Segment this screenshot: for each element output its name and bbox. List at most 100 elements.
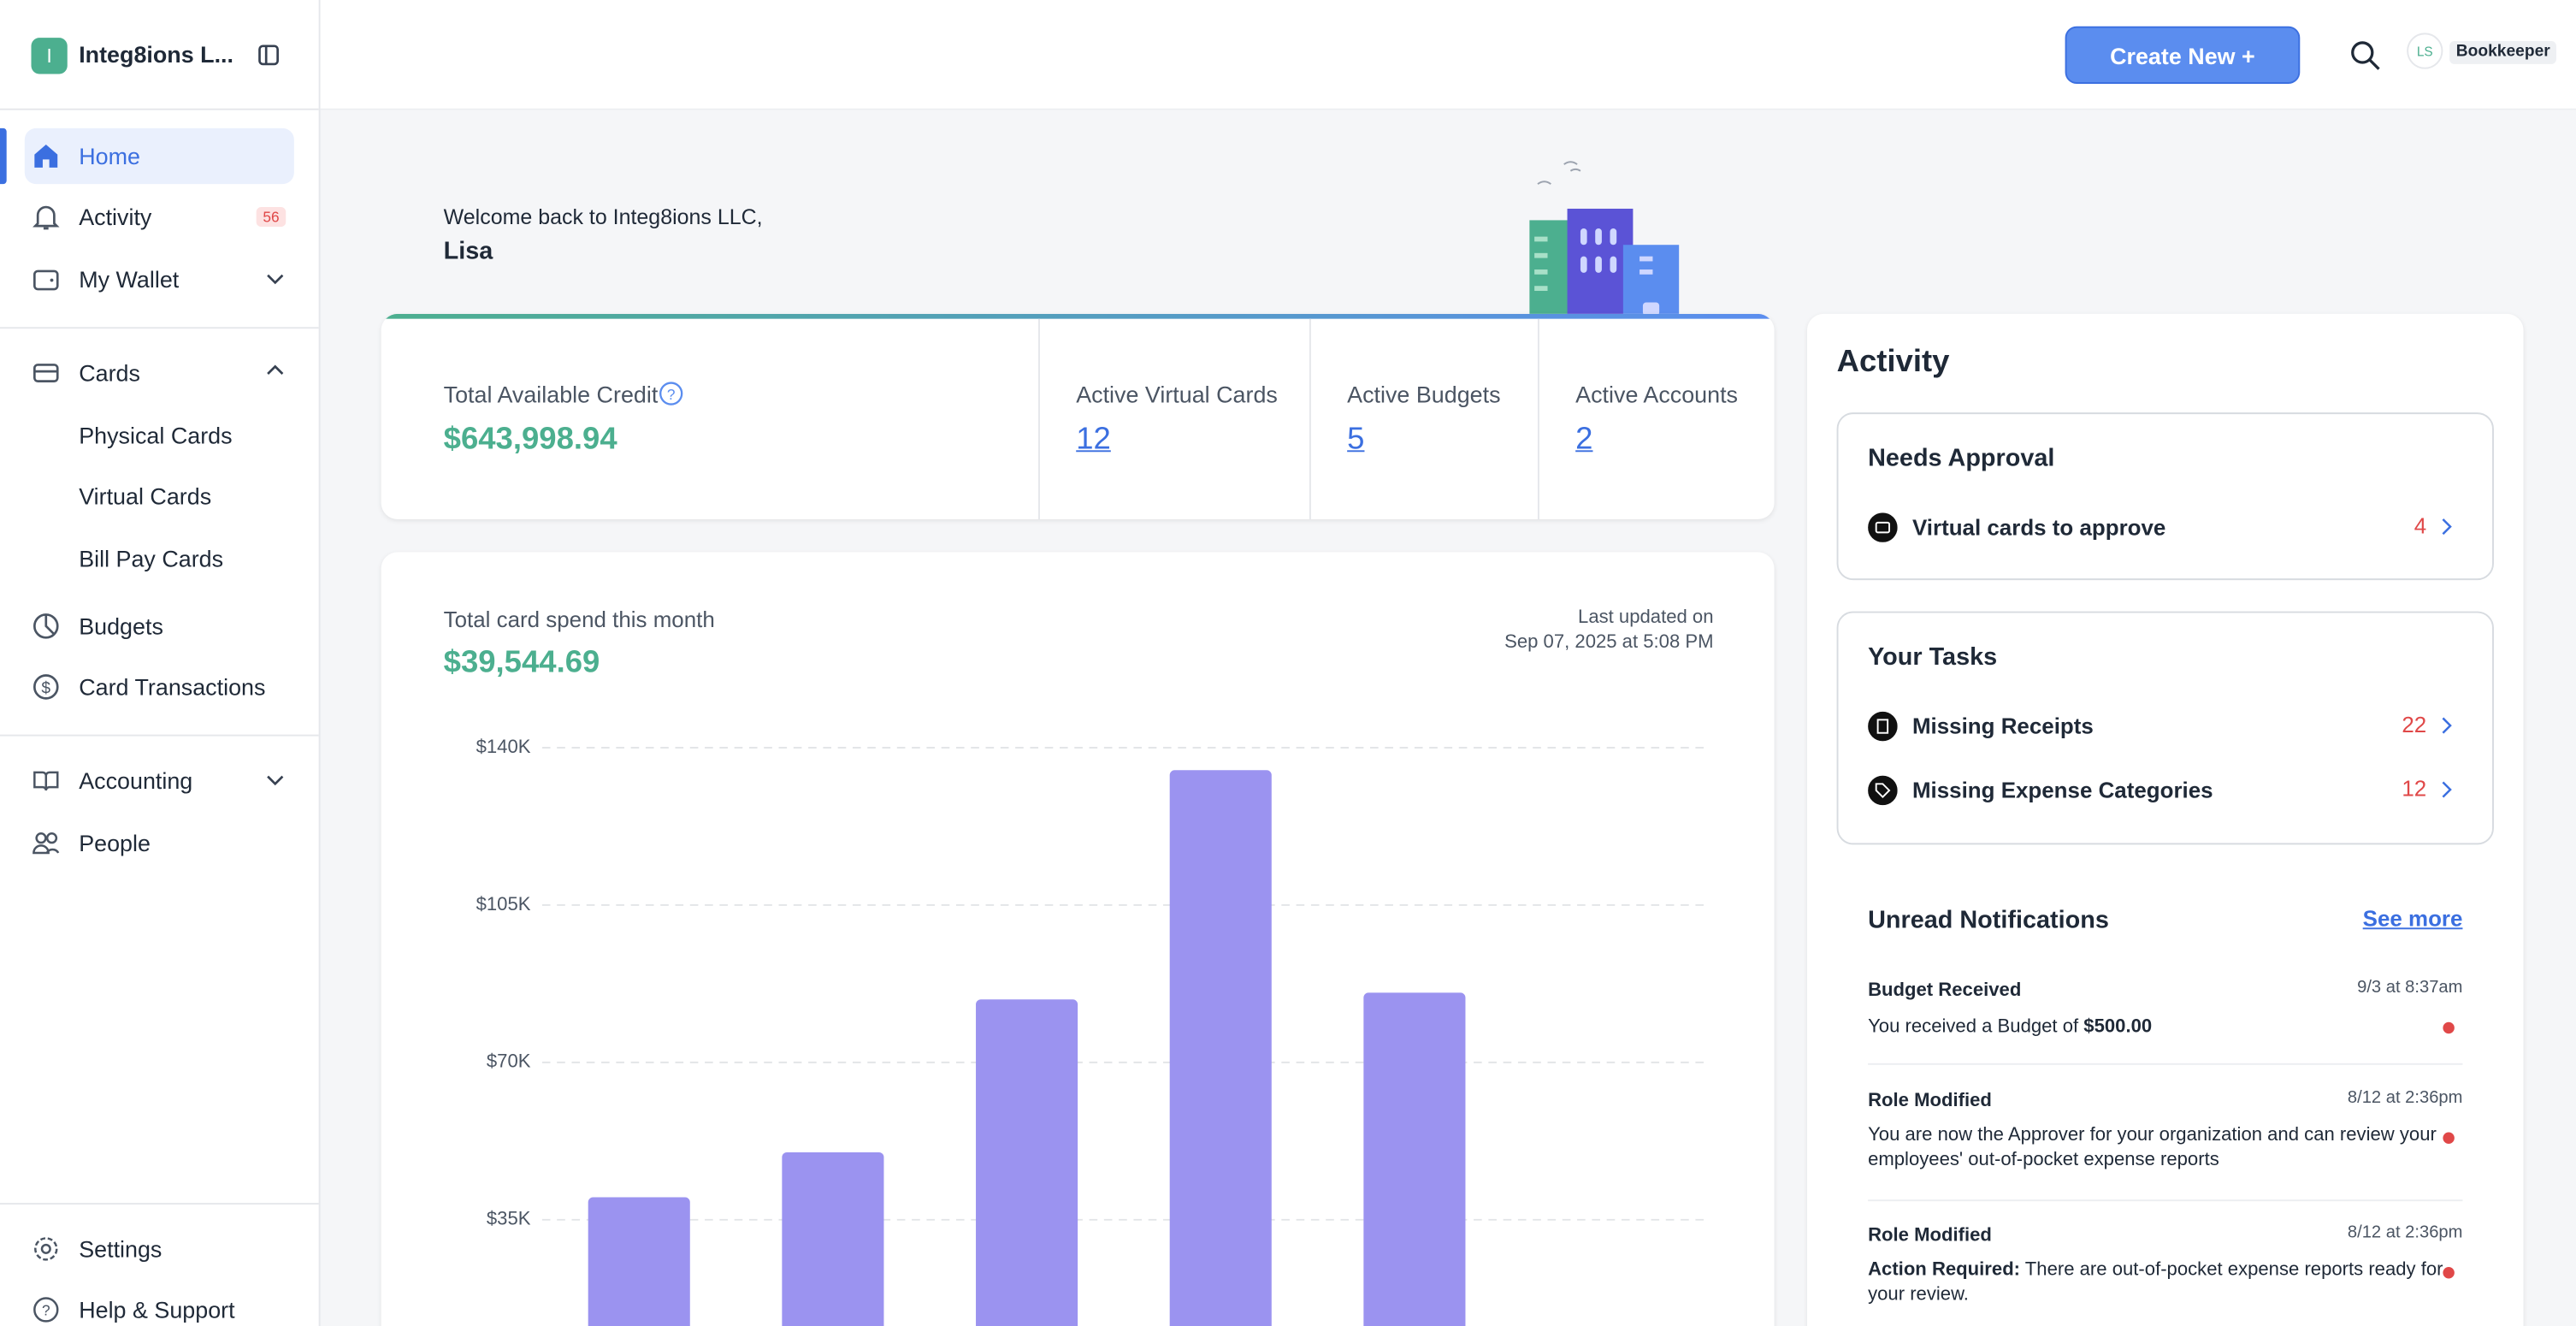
chevron[interactable] — [2441, 518, 2452, 536]
notification-title: Budget Received — [1868, 980, 2022, 1001]
chevron[interactable] — [266, 274, 284, 285]
notification-time: 8/12 at 2:36pm — [2347, 1087, 2463, 1108]
section-title: Your Tasks — [1868, 643, 1998, 672]
notification-text: You received a Budget of — [1868, 1017, 2079, 1038]
unread-dot — [2443, 1267, 2455, 1279]
task-label[interactable]: Missing Expense Categories — [1911, 778, 2213, 803]
nav-active-bg — [24, 127, 294, 185]
role-badge: Bookkeeper — [2449, 41, 2557, 64]
tag-icon — [1868, 775, 1898, 806]
nav-activity[interactable]: Activity — [79, 204, 152, 230]
bar — [588, 1197, 690, 1326]
stats-card: Total Available Credit ? $643,998.94 Act… — [381, 313, 1775, 520]
unread-dot — [2443, 1132, 2455, 1144]
divider — [0, 1203, 319, 1205]
nav-help[interactable]: Help & Support — [79, 1296, 235, 1323]
stat-value[interactable]: 5 — [1347, 422, 1365, 458]
divider — [1868, 1063, 2463, 1065]
spend-card: Total card spend this month $39,544.69 L… — [381, 552, 1775, 1326]
receipt-icon — [1868, 711, 1898, 742]
updated-at: Sep 07, 2025 at 5:08 PM — [1504, 632, 1714, 653]
card-icon — [1868, 512, 1898, 542]
book-icon — [33, 771, 59, 791]
create-button[interactable]: Create New + — [2065, 26, 2301, 84]
notification-title: Role Modified — [1868, 1091, 1992, 1111]
task-count: 4 — [2414, 513, 2427, 539]
building-illustration — [1529, 161, 1680, 316]
task-label[interactable]: Missing Receipts — [1911, 713, 2094, 739]
stat-label: Active Virtual Cards — [1076, 381, 1278, 408]
section-title: Needs Approval — [1868, 444, 2055, 473]
unread-dot — [2443, 1021, 2455, 1034]
divider — [0, 327, 319, 329]
nav-bill-pay-cards[interactable]: Bill Pay Cards — [79, 545, 224, 572]
activity-badge: 56 — [256, 207, 287, 228]
nav-physical-cards[interactable]: Physical Cards — [79, 422, 233, 449]
notification-label: Action Required: — [1868, 1260, 2021, 1281]
see-more-link[interactable]: See more — [2362, 906, 2463, 932]
task-label[interactable]: Virtual cards to approve — [1911, 515, 2166, 541]
divider — [0, 108, 319, 110]
sidebar: I Integ8ions L... Home Activity 56 My Wa… — [0, 0, 321, 1326]
nav-virtual-cards[interactable]: Virtual Cards — [79, 482, 212, 510]
chevron[interactable] — [266, 775, 284, 786]
gear-icon — [34, 1237, 58, 1261]
updated-label: Last updated on — [1578, 607, 1714, 628]
nav-people[interactable]: People — [79, 830, 151, 856]
divider — [1868, 1199, 2463, 1202]
divider — [0, 734, 319, 737]
y-tick-label: $105K — [476, 893, 531, 915]
nav-accounting[interactable]: Accounting — [79, 767, 193, 794]
notifications-title: Unread Notifications — [1868, 906, 2109, 935]
credit-value: $643,998.94 — [443, 422, 617, 458]
nav-cards[interactable]: Cards — [79, 359, 140, 387]
stat-label: Active Budgets — [1347, 381, 1501, 408]
nav-home[interactable]: Home — [79, 143, 140, 169]
chevron[interactable] — [2441, 717, 2452, 735]
collapse-icon[interactable] — [258, 44, 280, 66]
nav-budgets[interactable]: Budgets — [79, 613, 163, 640]
bar-chart: $35K $70K $105K $140K — [476, 736, 1709, 1326]
bar — [1363, 992, 1466, 1326]
stat-value[interactable]: 2 — [1575, 422, 1593, 458]
active-indicator — [0, 127, 7, 185]
bell-icon — [32, 205, 60, 230]
chevron[interactable] — [266, 364, 284, 375]
approval-box: Needs Approval Virtual cards to approve … — [1836, 412, 2494, 581]
svg-text:?: ? — [667, 386, 676, 403]
tasks-box: Your Tasks Missing Receipts 22 Missing E… — [1836, 611, 2494, 845]
logo: I — [31, 38, 68, 74]
activity-title: Activity — [1836, 345, 1950, 380]
task-count: 22 — [2402, 712, 2427, 737]
avatar[interactable]: LS — [2407, 33, 2443, 69]
svg-text:$: $ — [41, 680, 50, 698]
company-name[interactable]: Integ8ions L... — [79, 41, 234, 68]
info-icon[interactable]: ? — [659, 382, 683, 406]
help-icon: ? — [33, 1297, 59, 1323]
nav-wallet[interactable]: My Wallet — [79, 266, 180, 293]
welcome-name: Lisa — [443, 237, 493, 266]
notification-time: 8/12 at 2:36pm — [2347, 1222, 2463, 1243]
nav-card-transactions[interactable]: Card Transactions — [79, 673, 266, 701]
stat-value[interactable]: 12 — [1076, 422, 1111, 458]
nav-settings[interactable]: Settings — [79, 1235, 162, 1263]
y-tick-label: $70K — [487, 1051, 531, 1072]
bar — [976, 999, 1078, 1326]
y-tick-label: $140K — [476, 736, 531, 757]
search-icon[interactable] — [2349, 39, 2380, 70]
wallet-icon — [32, 269, 59, 291]
divider — [1309, 318, 1311, 520]
card-icon — [32, 364, 59, 382]
budget-icon — [32, 613, 59, 639]
home-icon — [34, 145, 58, 168]
chart-total: $39,544.69 — [443, 645, 600, 681]
people-icon — [32, 832, 60, 855]
activity-panel: Activity Needs Approval Virtual cards to… — [1807, 313, 2524, 1326]
accent-bar — [381, 313, 1775, 319]
dollar-icon: $ — [32, 674, 59, 700]
notification-text: You are now the Approver for your organi… — [1868, 1125, 2437, 1170]
y-tick-label: $35K — [487, 1208, 531, 1229]
chevron[interactable] — [2441, 780, 2452, 798]
notification-title: Role Modified — [1868, 1226, 1992, 1246]
